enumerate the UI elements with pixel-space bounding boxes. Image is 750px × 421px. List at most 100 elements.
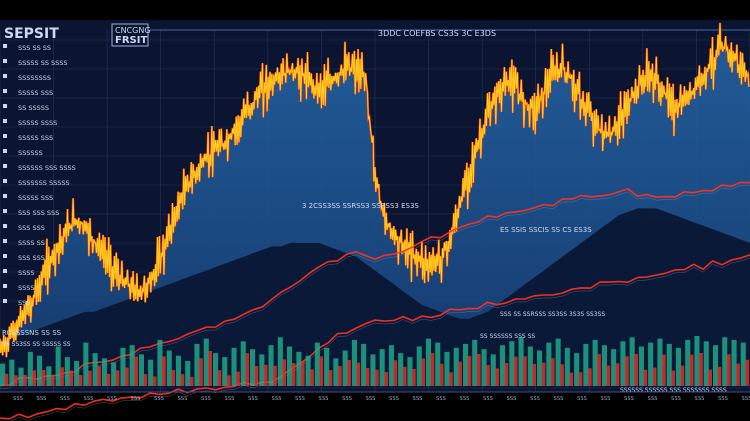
x-tick-label: SSS <box>37 396 47 402</box>
volume-bar <box>407 357 413 386</box>
volume-bar-sell <box>708 369 712 386</box>
volume-bar-sell <box>393 360 398 386</box>
volume-bar <box>111 362 117 386</box>
volume-bar <box>157 339 163 386</box>
volume-bar <box>398 353 404 386</box>
volume-bar <box>388 345 394 386</box>
volume-bar <box>379 349 385 386</box>
volume-bar <box>296 351 302 386</box>
volume-bar <box>194 343 200 386</box>
x-tick-label: SSS <box>413 396 423 402</box>
volume-bar <box>74 361 80 386</box>
volume-bar <box>55 346 61 386</box>
volume-bar <box>463 343 469 386</box>
volume-bar <box>509 341 515 386</box>
x-tick-label: SSS <box>554 396 564 402</box>
volume-bar-sell <box>634 353 638 386</box>
volume-bar <box>666 343 672 386</box>
volume-bar-sell <box>532 363 537 386</box>
bottom-left-label: RCSSSSNS SS SS <box>2 329 62 337</box>
volume-bar-sell <box>236 371 240 386</box>
x-tick-label: SSS <box>436 396 446 402</box>
legend-label: SSS SSS <box>18 224 45 232</box>
volume-bar <box>342 350 348 386</box>
x-tick-label: SSS <box>272 396 282 402</box>
right-caption: ES SSIS SSCIS SS CS ES3S <box>500 226 592 234</box>
volume-bar-sell <box>199 358 203 386</box>
volume-bar-sell <box>467 355 472 386</box>
volume-bar-sell <box>60 367 64 386</box>
volume-bar <box>685 339 691 386</box>
volume-bar <box>731 339 737 386</box>
volume-bar-sell <box>134 356 138 386</box>
price-spike-yellow <box>0 22 750 358</box>
legend-marker <box>3 194 7 198</box>
indicator-line-2 <box>0 254 750 420</box>
mid-caption: 3 2CSS3SS SSRSS3 SSRSS3 ES3S <box>302 202 419 210</box>
volume-bar <box>435 342 441 386</box>
volume-bar-sell <box>513 356 518 386</box>
volume-bar-sell <box>50 375 55 386</box>
x-tick-label: SSS <box>131 396 141 402</box>
volume-bar-sell <box>97 366 101 386</box>
x-tick-label: SSS <box>460 396 470 402</box>
x-tick-label: SSS <box>389 396 399 402</box>
legend-label: SSSS <box>18 269 35 277</box>
volume-bar <box>231 347 237 386</box>
legend-label: SS SSSSS <box>18 104 49 112</box>
volume-bar-sell <box>180 374 185 386</box>
volume-bar <box>129 345 135 386</box>
volume-bar-sell <box>365 368 370 386</box>
volume-bar <box>490 354 496 386</box>
x-tick-label: SSS <box>154 396 164 402</box>
volume-bar <box>64 357 70 386</box>
volume-bar-sell <box>23 374 27 386</box>
legend-marker <box>3 104 7 108</box>
volume-bar-sell <box>523 356 527 386</box>
x-tick-label: SSS <box>366 396 376 402</box>
volume-bar-sell <box>578 372 583 386</box>
lower-caption: SSS SS SSRSSS SS3SS 3S3S SS3SS <box>500 311 605 318</box>
series-mountain <box>0 208 750 385</box>
box-label-bottom: FRSIT <box>115 35 147 46</box>
volume-bar-sell <box>319 356 324 386</box>
x-tick-label: SSS <box>507 396 517 402</box>
volume-bar-sell <box>495 368 500 386</box>
volume-bar-sell <box>736 363 740 386</box>
legend-label: SSSSSSSS <box>18 74 51 82</box>
legend-label: SSS SSS SSS <box>18 209 59 217</box>
volume-bar <box>500 345 506 386</box>
volume-bar <box>740 342 746 386</box>
legend-label: SSSSS SSS <box>18 89 53 97</box>
legend-marker <box>3 164 7 168</box>
legend-marker <box>3 269 7 273</box>
volume-bar-sell <box>412 368 416 386</box>
volume-bar <box>638 346 644 386</box>
volume-bar <box>620 341 626 386</box>
volume-bar-sell <box>338 366 342 386</box>
volume-bar-sell <box>291 363 296 386</box>
volume-bar <box>101 358 107 386</box>
legend-marker <box>3 224 7 228</box>
volume-bar-sell <box>606 365 611 386</box>
volume-bar-sell <box>375 369 379 386</box>
legend-marker <box>3 134 7 138</box>
x-tick-label: SSS <box>201 396 211 402</box>
volume-bar-sell <box>671 370 675 386</box>
volume-bar <box>564 347 570 386</box>
volume-bar-sell <box>273 365 277 386</box>
volume-bar-sell <box>402 366 407 386</box>
legend-label: SSSS SS <box>18 239 45 247</box>
volume-bar <box>361 343 367 386</box>
volume-bar <box>657 338 663 386</box>
volume-bar-sell <box>217 370 222 386</box>
volume-bars <box>0 336 750 386</box>
volume-bar-sell <box>41 370 46 386</box>
volume-bar <box>175 355 181 386</box>
x-tick-label: SSS <box>742 396 750 402</box>
volume-bar <box>444 351 450 386</box>
x-tick-label: SSS <box>530 396 540 402</box>
x-tick-label: SSS <box>84 396 94 402</box>
volume-bar <box>240 341 246 386</box>
